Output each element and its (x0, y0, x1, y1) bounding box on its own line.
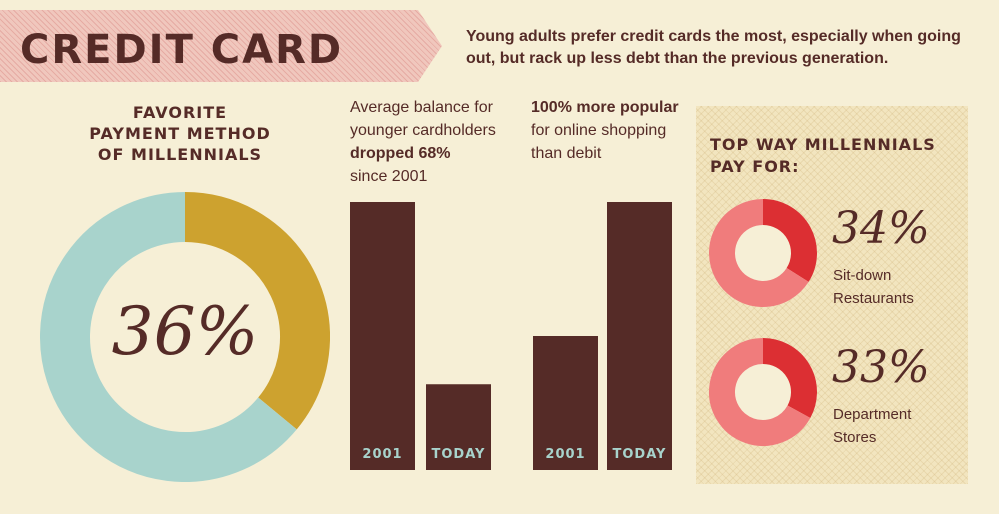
balance-text: Average balance for younger cardholders … (350, 96, 530, 188)
favorite-percent: 36% (111, 293, 259, 370)
balance-bar-2001 (350, 202, 415, 470)
online-text: 100% more popular for online shopping th… (531, 96, 701, 165)
online-bar-2001 (533, 336, 598, 470)
online-line: than debit (531, 145, 602, 162)
restaurants-label-line: Sit-down (833, 267, 892, 284)
department-stores-label-line: Stores (833, 429, 877, 446)
balance-bar-label: TODAY (432, 447, 486, 462)
balance-bar-today (426, 384, 491, 470)
department-stores-donut-chart (709, 338, 817, 446)
restaurants-remainder-slice (709, 199, 809, 307)
panel-heading: TOP WAY MILLENNIALS PAY FOR: (710, 134, 960, 178)
favorite-heading-line: FAVORITE (132, 103, 228, 122)
online-bar-label: 2001 (545, 447, 585, 462)
top-way-panel: TOP WAY MILLENNIALS PAY FOR: 34% Sit-dow… (696, 106, 968, 484)
department-stores-share-slice (762, 338, 817, 419)
restaurants-percent: 34% (832, 203, 930, 254)
department-stores-remainder-slice (709, 338, 811, 446)
balance-line: Average balance for (350, 99, 493, 116)
online-bar-label: TODAY (613, 447, 667, 462)
restaurants-donut-chart (709, 199, 817, 307)
panel-heading-line: PAY FOR: (710, 157, 800, 176)
favorite-heading: FAVORITE PAYMENT METHOD OF MILLENNIALS (60, 102, 300, 165)
restaurants-label: Sit-down Restaurants (833, 264, 914, 310)
favorite-donut-chart (40, 192, 330, 482)
department-stores-label-line: Department (833, 406, 912, 423)
online-line: for online shopping (531, 122, 667, 139)
restaurants-share-slice (762, 199, 817, 282)
favorite-heading-line: PAYMENT METHOD (89, 124, 271, 143)
balance-bar-label: 2001 (362, 447, 402, 462)
online-highlight: 100% more popular (531, 99, 679, 116)
department-stores-percent: 33% (832, 342, 930, 393)
panel-heading-line: TOP WAY MILLENNIALS (710, 135, 936, 154)
page-title: CREDIT CARD (20, 27, 344, 73)
credit-card-share-slice (184, 192, 330, 430)
online-bar-today (607, 202, 672, 470)
balance-highlight: dropped 68% (350, 145, 451, 162)
balance-line: younger cardholders (350, 122, 496, 139)
department-stores-label: Department Stores (833, 403, 911, 449)
other-methods-slice (40, 192, 297, 482)
intro-text: Young adults prefer credit cards the mos… (466, 28, 961, 67)
balance-line: since 2001 (350, 168, 428, 185)
title-banner: CREDIT CARD (0, 10, 442, 82)
restaurants-label-line: Restaurants (833, 290, 914, 307)
bar-charts: 2001 TODAY 2001 TODAY (350, 202, 672, 470)
favorite-heading-line: OF MILLENNIALS (97, 145, 263, 164)
